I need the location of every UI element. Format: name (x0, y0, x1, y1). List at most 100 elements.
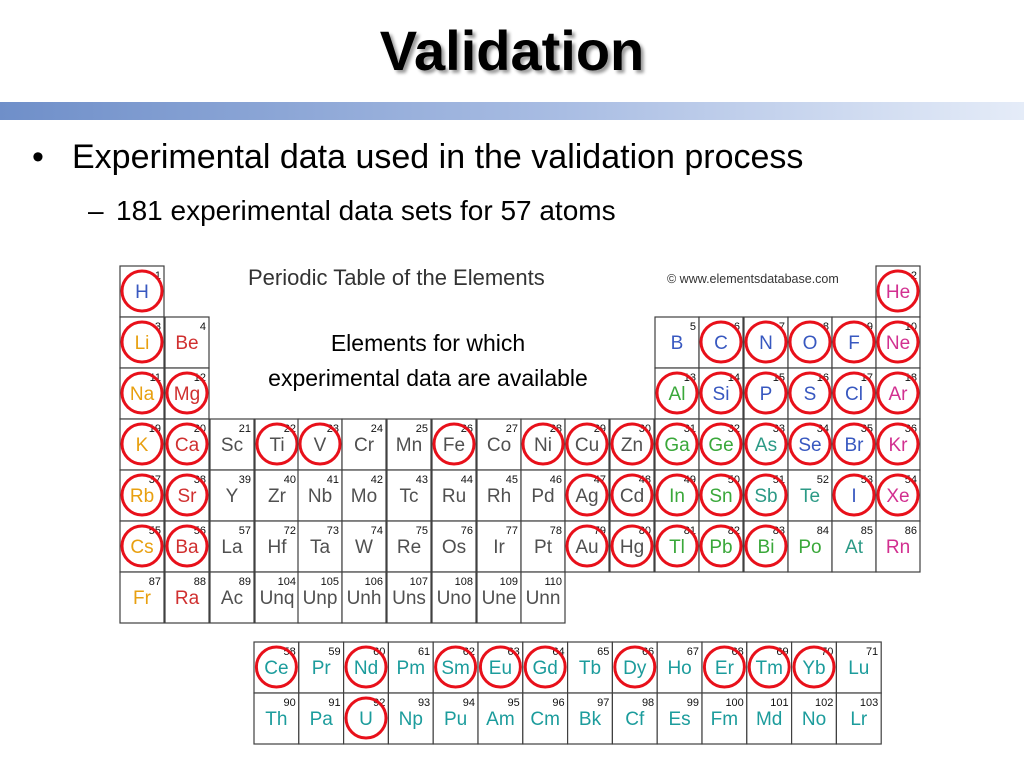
data-available-ring-icon (655, 524, 699, 568)
element-cell-border (432, 692, 479, 745)
atomic-number: 104 (278, 576, 296, 588)
atomic-number: 8 (823, 321, 829, 333)
data-available-ring-icon (344, 696, 388, 740)
data-available-ring-icon (120, 524, 164, 568)
element-symbol: K (136, 435, 149, 456)
atomic-number: 27 (506, 423, 518, 435)
element-cells: 1H2He3Li4Be5B6C7N8O9F10Ne11Na12Mg13Al14S… (119, 265, 921, 745)
atomic-number: 75 (416, 525, 428, 537)
element-cell-f: 9F (831, 316, 877, 369)
element-cell-border (831, 469, 877, 522)
atomic-number: 86 (905, 525, 917, 537)
element-symbol: Cr (354, 435, 375, 456)
element-cell-o: 8O (787, 316, 833, 369)
atomic-number: 93 (418, 697, 430, 709)
atomic-number: 84 (817, 525, 829, 537)
element-cell-p: 15P (743, 367, 789, 420)
element-symbol: Tb (579, 658, 601, 679)
element-cell-border (656, 641, 703, 694)
data-available-ring-icon (699, 371, 743, 415)
element-symbol: Er (715, 658, 735, 679)
element-symbol: Bi (758, 537, 775, 558)
data-available-ring-icon (832, 473, 876, 517)
atomic-number: 71 (866, 646, 878, 658)
element-cell-border (875, 520, 921, 573)
atomic-number: 99 (687, 697, 699, 709)
element-symbol: Fr (133, 588, 152, 609)
element-cell-border (164, 367, 210, 420)
element-symbol: Ce (264, 658, 288, 679)
atomic-number: 72 (284, 525, 296, 537)
element-cell-border (609, 469, 655, 522)
element-symbol: N (759, 333, 773, 354)
atomic-number: 67 (687, 646, 699, 658)
element-symbol: Am (486, 709, 515, 730)
element-symbol: No (802, 709, 826, 730)
element-symbol: Pd (531, 486, 554, 507)
element-symbol: La (221, 537, 243, 558)
element-cell-border (209, 571, 255, 624)
data-available-ring-icon (702, 645, 746, 689)
element-cell-b: 5B (654, 316, 700, 369)
element-cell-border (341, 469, 387, 522)
atomic-number: 102 (815, 697, 833, 709)
data-available-ring-icon (792, 645, 836, 689)
data-available-ring-icon (613, 645, 657, 689)
element-symbol: Nb (308, 486, 332, 507)
atomic-number: 43 (416, 474, 428, 486)
element-symbol: Th (265, 709, 287, 730)
element-symbol: Eu (489, 658, 512, 679)
element-symbol: Pm (397, 658, 426, 679)
data-available-ring-icon (521, 422, 565, 466)
element-symbol: F (848, 333, 860, 354)
element-symbol: As (755, 435, 777, 456)
data-available-ring-icon (165, 473, 209, 517)
element-symbol: Zr (268, 486, 287, 507)
element-cell-y: 39Y (209, 469, 255, 522)
element-symbol: Mg (174, 384, 200, 405)
element-cell-border (835, 692, 882, 745)
element-symbol: He (886, 282, 910, 303)
data-available-ring-icon (876, 422, 920, 466)
element-symbol: Ac (221, 588, 243, 609)
element-symbol: Ni (534, 435, 552, 456)
element-cell-border (254, 571, 300, 624)
data-available-ring-icon (434, 645, 478, 689)
element-cell-border (386, 520, 432, 573)
element-cell-border (746, 641, 793, 694)
data-available-ring-icon (832, 371, 876, 415)
element-symbol: Ne (886, 333, 910, 354)
element-symbol: Br (845, 435, 865, 456)
element-symbol: Unh (347, 588, 382, 609)
element-symbol: Sc (221, 435, 243, 456)
element-cell-border (698, 520, 744, 573)
data-available-ring-icon (478, 645, 522, 689)
slide-title: Validation (379, 19, 645, 82)
element-symbol: Ir (493, 537, 505, 558)
